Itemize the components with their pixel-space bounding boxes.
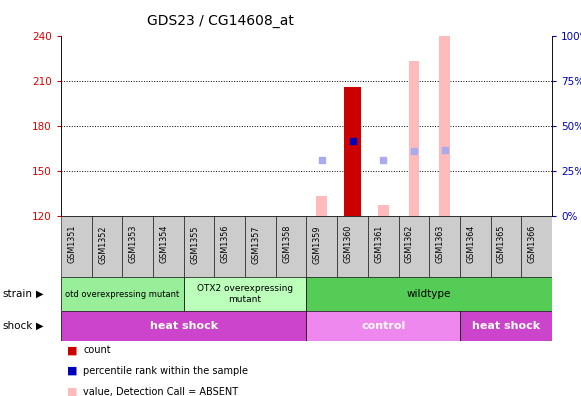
- Text: OTX2 overexpressing
mutant: OTX2 overexpressing mutant: [197, 284, 293, 304]
- Bar: [61, 277, 184, 311]
- Bar: [368, 216, 399, 277]
- Bar: [317, 196, 327, 216]
- Bar: [521, 216, 552, 277]
- Bar: [344, 87, 361, 216]
- Text: GSM1351: GSM1351: [67, 225, 76, 263]
- Text: GSM1359: GSM1359: [313, 225, 322, 263]
- Bar: [399, 216, 429, 277]
- Text: GSM1356: GSM1356: [221, 225, 229, 263]
- Bar: [123, 216, 153, 277]
- Bar: [337, 216, 368, 277]
- Bar: [214, 216, 245, 277]
- Text: count: count: [83, 345, 111, 356]
- Text: GSM1352: GSM1352: [98, 225, 107, 263]
- Point: [317, 157, 327, 164]
- Text: ▶: ▶: [36, 289, 44, 299]
- Point: [440, 147, 449, 153]
- Bar: [184, 277, 307, 311]
- Text: strain: strain: [3, 289, 33, 299]
- Bar: [92, 216, 123, 277]
- Text: GSM1364: GSM1364: [466, 225, 475, 263]
- Text: GSM1361: GSM1361: [374, 225, 383, 263]
- Text: GSM1366: GSM1366: [528, 225, 537, 263]
- Bar: [490, 216, 521, 277]
- Text: GSM1362: GSM1362: [405, 225, 414, 263]
- Text: ■: ■: [67, 345, 77, 356]
- Bar: [439, 36, 450, 216]
- Text: control: control: [361, 321, 406, 331]
- Bar: [378, 205, 389, 216]
- Text: heat shock: heat shock: [150, 321, 218, 331]
- Bar: [153, 216, 184, 277]
- Bar: [460, 311, 552, 341]
- Text: GSM1354: GSM1354: [159, 225, 168, 263]
- Bar: [408, 61, 419, 216]
- Bar: [276, 216, 307, 277]
- Point: [348, 137, 357, 144]
- Text: ■: ■: [67, 386, 77, 396]
- Text: GSM1355: GSM1355: [190, 225, 199, 263]
- Text: GDS23 / CG14608_at: GDS23 / CG14608_at: [148, 14, 294, 28]
- Bar: [307, 277, 552, 311]
- Text: ■: ■: [67, 366, 77, 376]
- Bar: [429, 216, 460, 277]
- Text: wildtype: wildtype: [407, 289, 451, 299]
- Text: GSM1357: GSM1357: [252, 225, 260, 263]
- Bar: [61, 216, 92, 277]
- Point: [379, 157, 388, 164]
- Text: GSM1365: GSM1365: [497, 225, 506, 263]
- Text: GSM1360: GSM1360: [343, 225, 353, 263]
- Point: [409, 148, 418, 154]
- Bar: [460, 216, 490, 277]
- Bar: [61, 311, 307, 341]
- Text: shock: shock: [3, 321, 33, 331]
- Bar: [307, 216, 337, 277]
- Text: GSM1358: GSM1358: [282, 225, 291, 263]
- Text: value, Detection Call = ABSENT: value, Detection Call = ABSENT: [83, 386, 238, 396]
- Text: heat shock: heat shock: [472, 321, 540, 331]
- Text: percentile rank within the sample: percentile rank within the sample: [83, 366, 248, 376]
- Text: ▶: ▶: [36, 321, 44, 331]
- Bar: [184, 216, 214, 277]
- Bar: [245, 216, 276, 277]
- Text: otd overexpressing mutant: otd overexpressing mutant: [65, 289, 180, 299]
- Bar: [307, 311, 460, 341]
- Text: GSM1363: GSM1363: [436, 225, 444, 263]
- Text: GSM1353: GSM1353: [129, 225, 138, 263]
